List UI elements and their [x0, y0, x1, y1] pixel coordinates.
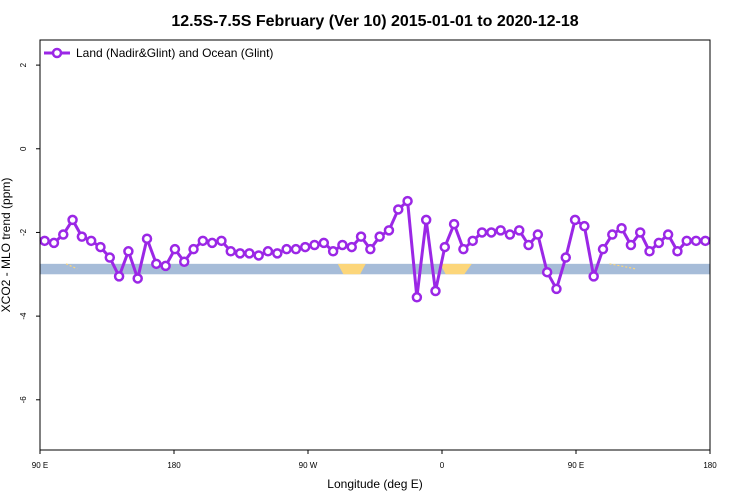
- data-point: [281, 243, 292, 255]
- y-tick-label: -2: [19, 228, 28, 236]
- y-axis-label: XCO2 - MLO trend (ppm): [0, 178, 13, 313]
- data-point: [597, 243, 609, 255]
- x-axis-label: Longitude (deg E): [327, 477, 422, 491]
- data-point: [151, 258, 162, 270]
- x-tick-label: 180: [167, 461, 181, 470]
- data-point: [513, 225, 525, 236]
- data-point: [113, 271, 125, 282]
- data-point: [374, 231, 385, 242]
- data-point: [690, 235, 702, 247]
- data-point: [234, 248, 246, 259]
- data-point: [541, 266, 553, 278]
- x-tick-label: 180: [703, 461, 717, 470]
- data-point: [486, 227, 497, 238]
- x-axis: 90 E 180 90 W 0 90 E 180: [32, 450, 717, 470]
- legend-marker-swatch: [51, 47, 63, 59]
- data-point: [318, 237, 330, 249]
- data-point: [579, 220, 590, 232]
- plot-frame: [39, 39, 711, 451]
- y-tick-label: -6: [19, 396, 28, 404]
- data-point: [132, 273, 143, 284]
- data-point: [262, 246, 274, 257]
- data-point: [160, 260, 171, 272]
- data-point: [625, 239, 637, 251]
- y-tick-label: -4: [19, 312, 28, 320]
- data-point: [532, 229, 544, 240]
- data-point: [299, 241, 311, 253]
- land-band-segment: [337, 263, 366, 275]
- data-point: [402, 195, 413, 207]
- data-point: [188, 243, 199, 255]
- x-tick-label: 90 W: [299, 461, 318, 470]
- data-point: [169, 243, 181, 255]
- data-point: [85, 235, 97, 247]
- data-point: [560, 252, 572, 263]
- data-point: [244, 248, 255, 259]
- data-point: [225, 246, 237, 257]
- data-point: [430, 285, 441, 297]
- data-point: [420, 214, 432, 226]
- data-point: [48, 237, 60, 249]
- data-point: [178, 256, 190, 267]
- data-point: [439, 241, 451, 253]
- data-point: [458, 243, 469, 255]
- data-point: [76, 231, 88, 242]
- data-point: [504, 229, 516, 240]
- data-point: [272, 248, 283, 259]
- data-point: [141, 233, 153, 244]
- data-point: [411, 292, 423, 303]
- data-point: [327, 246, 339, 257]
- data-point: [495, 225, 506, 236]
- data-point: [39, 235, 50, 247]
- data-point: [383, 225, 395, 236]
- legend-entry-label: Land (Nadir&Glint) and Ocean (Glint): [76, 46, 273, 60]
- data-point: [672, 246, 683, 257]
- data-point: [123, 246, 134, 257]
- data-point: [448, 218, 460, 230]
- y-tick-label: 0: [19, 146, 28, 151]
- data-point: [58, 229, 69, 240]
- data-point: [588, 271, 599, 282]
- chart-title: 12.5S-7.5S February (Ver 10) 2015-01-01 …: [171, 13, 578, 30]
- data-point: [67, 214, 78, 226]
- data-point: [365, 243, 376, 255]
- data-point: [393, 204, 404, 215]
- data-point: [476, 227, 488, 238]
- data-point: [290, 243, 302, 255]
- data-point: [616, 223, 627, 234]
- data-point: [634, 227, 646, 238]
- data-point: [253, 250, 264, 261]
- data-point: [653, 237, 665, 249]
- data-point: [355, 231, 367, 242]
- land-band-segment: [440, 263, 472, 275]
- data-point: [551, 283, 562, 295]
- data-point: [467, 235, 478, 247]
- data-point: [662, 229, 674, 240]
- land-band-fleck: [609, 263, 636, 270]
- y-axis: 2 0 -2 -4 -6: [19, 62, 40, 403]
- data-point: [569, 214, 581, 226]
- data-point: [644, 246, 655, 257]
- data-series: [39, 195, 711, 303]
- x-tick-label: 0: [440, 461, 445, 470]
- data-point: [104, 252, 116, 263]
- data-point: [309, 239, 320, 251]
- data-point: [206, 237, 218, 249]
- data-point: [216, 235, 227, 247]
- y-tick-label: 2: [19, 62, 28, 67]
- data-point: [681, 235, 692, 247]
- legend: Land (Nadir&Glint) and Ocean (Glint): [44, 46, 273, 60]
- x-tick-label: 90 E: [32, 461, 48, 470]
- surface-band: [40, 263, 710, 275]
- data-point: [95, 241, 106, 253]
- data-point: [337, 239, 348, 251]
- data-point: [607, 229, 618, 240]
- data-point: [523, 239, 534, 251]
- data-point: [700, 235, 711, 247]
- x-tick-label: 90 E: [568, 461, 584, 470]
- data-point: [346, 241, 357, 253]
- data-point: [197, 235, 209, 247]
- ocean-band: [40, 263, 710, 275]
